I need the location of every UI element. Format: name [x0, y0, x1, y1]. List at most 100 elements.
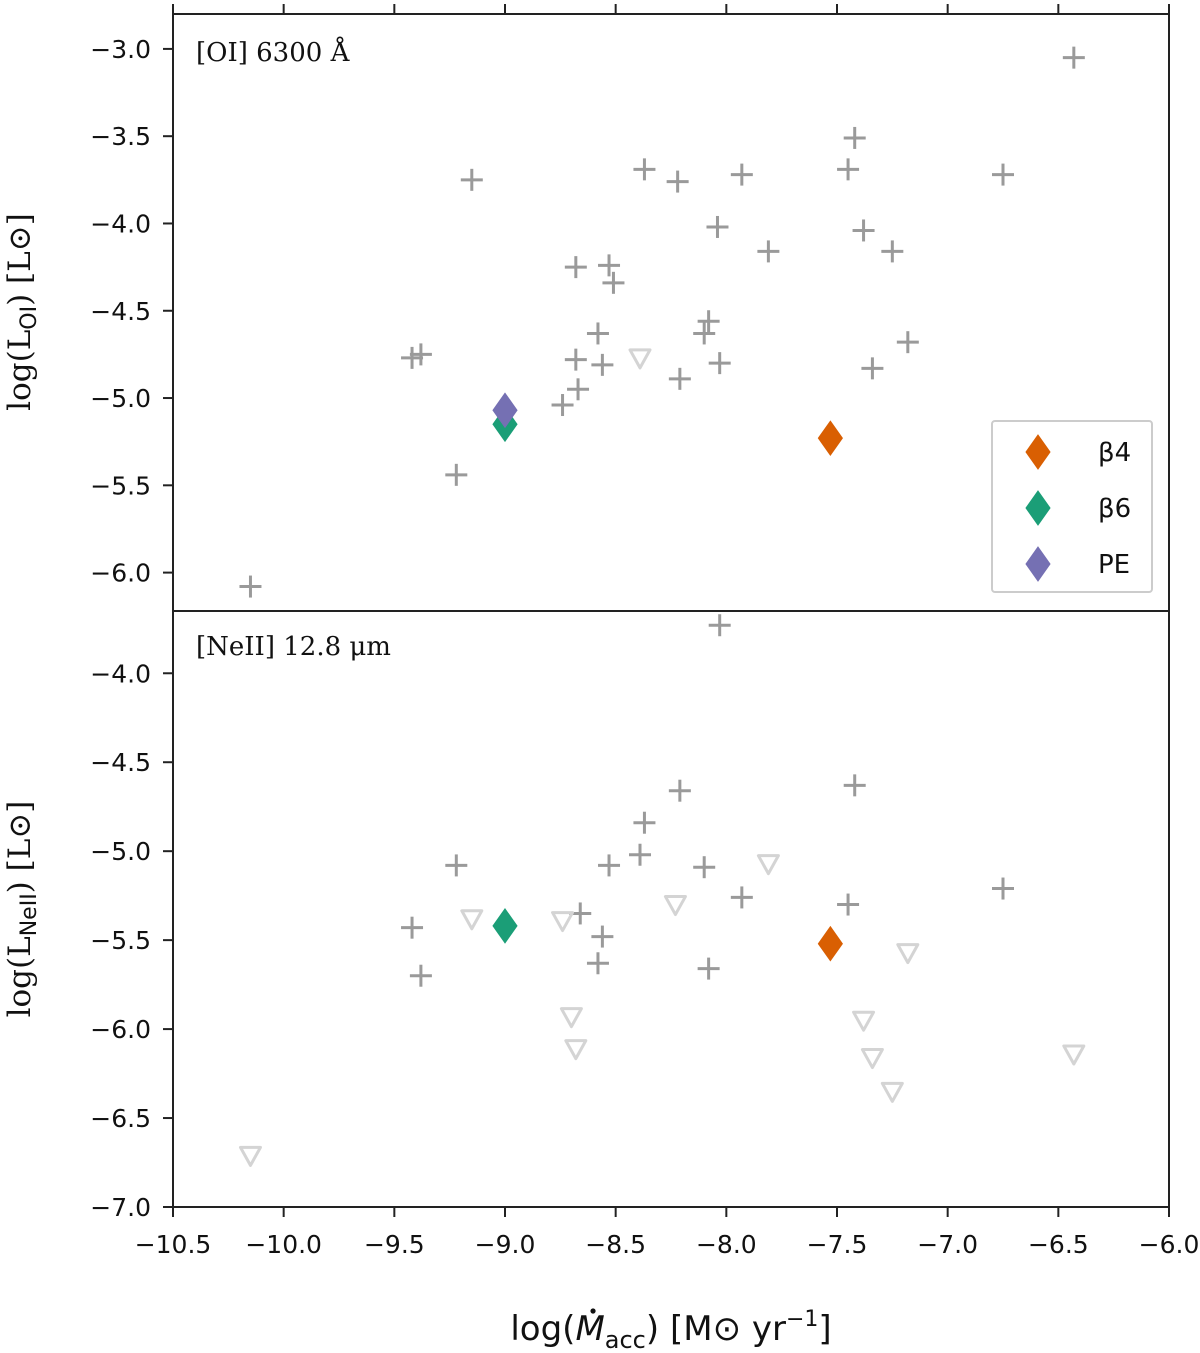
oi-y-axis-label: log(LOI) [L⊙] — [2, 213, 42, 411]
neii-upper-limit-triangle-marker — [880, 1081, 904, 1103]
x-tick-label: −7.5 — [807, 1230, 868, 1259]
x-tick-label: −8.0 — [696, 1230, 757, 1259]
x-tick-label: −9.5 — [364, 1230, 425, 1259]
neii-upper-limit-triangle-marker — [860, 1048, 884, 1070]
oi-panel: −3.0 −3.5 −4.0 −4.5 −5.0 −5.5 −6.0 [OI] 6300 Å… — [2, 4, 1170, 612]
oi-detection-plus-marker — [633, 158, 656, 181]
neii-detection-plus-marker — [633, 811, 656, 834]
neii-upper-limit-triangle-marker — [564, 1039, 588, 1061]
neii-y-ticks: −4.0 −4.5 −5.0 −5.5 −6.0 −6.5 −7.0 — [90, 659, 173, 1222]
neii-detection-plus-marker — [837, 893, 860, 916]
neii-y-tick-label: −4.5 — [90, 748, 151, 777]
oi-detection-plus-marker — [843, 126, 866, 149]
oi-y-tick-label: −4.0 — [90, 209, 151, 238]
oi-detection-plus-marker — [852, 219, 875, 242]
oi-detection-plus-marker — [598, 254, 621, 277]
neii-y-tick-label: −5.0 — [90, 837, 151, 866]
oi-detection-plus-marker — [708, 352, 731, 375]
oi-detection-plus-marker — [586, 322, 609, 345]
neii-detection-plus-marker — [843, 774, 866, 797]
x-tick-label: −7.0 — [917, 1230, 978, 1259]
oi-upper-limit-triangle-marker — [628, 348, 652, 370]
neii-detection-plus-marker — [697, 957, 720, 980]
x-axis-label: log(Macc) [M⊙ yr−1] — [510, 1307, 831, 1353]
oi-data-points — [239, 46, 1085, 598]
oi-detection-plus-marker — [564, 348, 587, 371]
neii-upper-limit-triangle-marker — [551, 911, 575, 933]
neii-upper-limit-triangle-marker — [1062, 1044, 1086, 1066]
neii-detection-plus-marker — [708, 614, 731, 637]
neii-beta4-diamond-marker — [817, 925, 843, 962]
oi-y-tick-label: −3.5 — [90, 122, 151, 151]
neii-detection-plus-marker — [668, 779, 691, 802]
neii-upper-limit-triangle-marker — [460, 909, 484, 931]
neii-upper-limit-triangle-marker — [663, 895, 687, 917]
neii-upper-limit-triangle-marker — [852, 1010, 876, 1032]
oi-detection-plus-marker — [666, 170, 689, 193]
legend-beta6-label: β6 — [1098, 494, 1131, 524]
neii-beta6-diamond-marker — [492, 908, 518, 944]
neii-x-ticks: −10.5 −10.0 −9.5 −9.0 −8.5 −8.0 −7.5 −7.0 −6.5 −6… — [135, 1207, 1199, 1259]
oi-y-tick-label: −3.0 — [90, 35, 151, 64]
oi-detection-plus-marker — [445, 463, 468, 486]
neii-panel-title: [NeII] 12.8 μm — [196, 632, 391, 662]
oi-detection-plus-marker — [706, 215, 729, 238]
legend-beta4-swatch — [1025, 434, 1051, 470]
oi-detection-plus-marker — [837, 158, 860, 181]
oi-y-tick-label: −5.0 — [90, 384, 151, 413]
neii-upper-limit-triangle-marker — [559, 1007, 583, 1029]
neii-detection-plus-marker — [693, 856, 716, 879]
oi-detection-plus-marker — [401, 346, 424, 369]
legend-box — [991, 420, 1153, 593]
oi-detection-plus-marker — [564, 256, 587, 279]
oi-detection-plus-marker — [409, 343, 432, 366]
oi-pe-diamond-marker — [492, 392, 518, 429]
neii-detection-plus-marker — [730, 886, 753, 909]
legend-pe-swatch — [1025, 546, 1051, 582]
legend-beta6-swatch — [1025, 490, 1051, 526]
neii-y-tick-label: −7.0 — [90, 1193, 151, 1222]
oi-y-ticks: −3.0 −3.5 −4.0 −4.5 −5.0 −5.5 −6.0 — [90, 35, 173, 588]
oi-y-tick-label: −4.5 — [90, 297, 151, 326]
oi-detection-plus-marker — [668, 367, 691, 390]
neii-y-axis-label: log(LNeII) [L⊙] — [2, 801, 42, 1018]
x-tick-label: −9.0 — [475, 1230, 536, 1259]
neii-y-tick-label: −6.5 — [90, 1104, 151, 1133]
oi-detection-plus-marker — [591, 353, 614, 376]
neii-upper-limit-triangle-marker — [896, 943, 920, 965]
legend-beta4-label: β4 — [1098, 438, 1131, 468]
oi-y-tick-label: −6.0 — [90, 559, 151, 588]
legend-pe-label: PE — [1098, 550, 1130, 580]
oi-detection-plus-marker — [460, 168, 483, 191]
oi-detection-plus-marker — [551, 394, 574, 417]
neii-panel: −10.5 −10.0 −9.5 −9.0 −8.5 −8.0 −7.5 −7.0 −6.5 −6… — [2, 610, 1199, 1353]
neii-y-tick-label: −6.0 — [90, 1015, 151, 1044]
neii-detection-plus-marker — [591, 925, 614, 948]
x-tick-label: −10.0 — [245, 1230, 322, 1259]
oi-detection-plus-marker — [992, 163, 1014, 186]
x-tick-label: −10.5 — [135, 1230, 212, 1259]
oi-detection-plus-marker — [881, 240, 904, 263]
neii-plot-frame — [172, 610, 1170, 1208]
oi-panel-title: [OI] 6300 Å — [196, 36, 351, 68]
oi-detection-plus-marker — [757, 240, 780, 263]
oi-detection-plus-marker — [239, 575, 262, 598]
oi-detection-plus-marker — [896, 331, 919, 354]
x-tick-label: −8.5 — [585, 1230, 646, 1259]
oi-detection-plus-marker — [693, 322, 716, 345]
x-tick-label: −6.5 — [1028, 1230, 1089, 1259]
neii-y-tick-label: −5.5 — [90, 926, 151, 955]
oi-x-ticks — [172, 4, 1170, 14]
neii-upper-limit-triangle-marker — [238, 1145, 262, 1167]
oi-detection-plus-marker — [861, 357, 884, 380]
neii-data-points — [238, 614, 1086, 1167]
legend: β4 β6 PE — [991, 420, 1153, 593]
neii-detection-plus-marker — [401, 916, 424, 939]
oi-detection-plus-marker — [697, 310, 720, 333]
neii-detection-plus-marker — [445, 854, 468, 877]
neii-detection-plus-marker — [586, 952, 609, 975]
neii-detection-plus-marker — [992, 877, 1014, 900]
oi-beta4-diamond-marker — [817, 420, 843, 457]
neii-detection-plus-marker — [409, 964, 432, 987]
